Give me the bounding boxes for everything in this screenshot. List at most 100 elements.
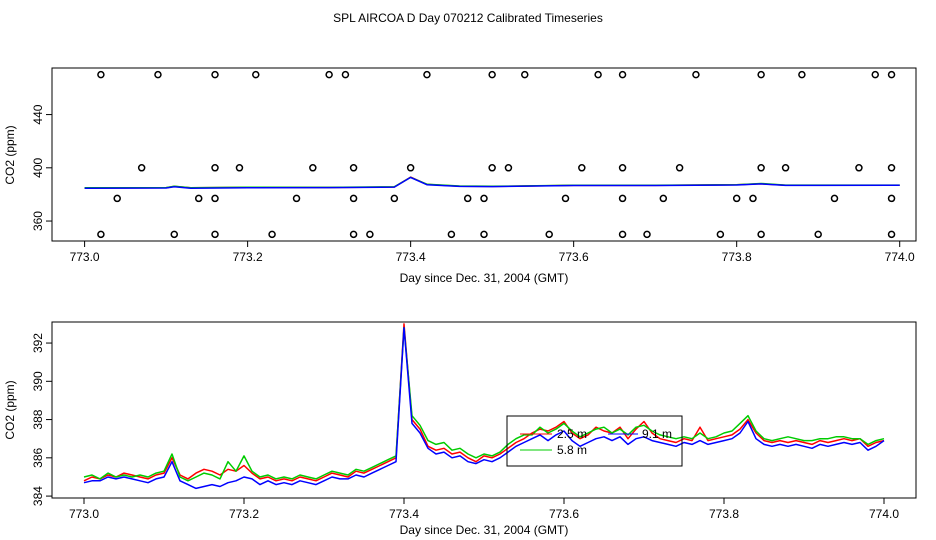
scatter-point	[211, 194, 219, 203]
scatter-point	[561, 194, 570, 203]
series-line-2-5-m	[83, 323, 885, 482]
scatter-point	[871, 70, 879, 79]
scatter-point	[97, 230, 105, 239]
scatter-point	[659, 194, 668, 203]
scatter-point	[749, 194, 757, 203]
scatter-point	[781, 164, 790, 172]
scatter-point	[480, 230, 488, 239]
y-tick-label: 440	[31, 104, 45, 124]
scatter-point	[594, 70, 602, 79]
scatter-point	[292, 194, 301, 203]
scatter-point	[488, 164, 496, 172]
scatter-point	[521, 70, 529, 79]
axis-ticks: 773.0 773.2 773.4 773.6 773.8 774.0 384 386 388 3…	[31, 333, 899, 521]
scatter-point	[341, 70, 350, 79]
scatter-point	[618, 164, 627, 172]
scatter-point	[732, 194, 741, 203]
x-tick-label: 773.2	[233, 250, 263, 264]
x-tick-label: 773.8	[709, 507, 739, 521]
scatter-point	[113, 194, 121, 203]
scatter-point	[390, 194, 399, 203]
y-tick-label: 390	[31, 371, 45, 391]
x-tick-label: 773.4	[389, 507, 419, 521]
x-axis-label: Day since Dec. 31, 2004 (GMT)	[400, 523, 569, 537]
x-tick-label: 774.0	[885, 250, 915, 264]
scatter-point	[578, 164, 586, 172]
axis-ticks: 773.0 773.2 773.4 773.6 773.8 774.0 360 400 440	[31, 104, 915, 264]
scatter-point	[349, 230, 358, 239]
scatter-point	[798, 70, 806, 79]
scatter-point	[423, 70, 431, 79]
scatter-point	[618, 230, 627, 239]
x-axis-label: Day since Dec. 31, 2004 (GMT)	[400, 271, 569, 285]
y-tick-label: 360	[31, 211, 45, 231]
data-marks	[83, 323, 885, 490]
scatter-point	[194, 194, 203, 203]
scatter-point	[643, 230, 651, 239]
y-tick-label: 392	[31, 333, 45, 353]
scatter-point	[488, 70, 496, 79]
scatter-point	[463, 194, 472, 203]
scatter-point	[235, 164, 244, 172]
series-line-5-8-m	[83, 326, 885, 482]
scatter-point	[887, 70, 896, 79]
scatter-point	[406, 164, 415, 172]
scatter-point	[757, 164, 765, 172]
scatter-point	[309, 164, 317, 172]
co2-scatter-panel: 773.0 773.2 773.4 773.6 773.8 774.0360400440 …	[3, 67, 917, 285]
scatter-point	[887, 230, 896, 239]
legend-label-9-1m: 9.1 m	[642, 427, 672, 441]
x-tick-label: 773.4	[396, 250, 426, 264]
scatter-point	[349, 194, 358, 203]
legend-box	[506, 415, 683, 467]
scatter-point	[887, 164, 896, 172]
scatter-point	[252, 70, 260, 79]
x-tick-label: 774.0	[869, 507, 899, 521]
scatter-point	[447, 230, 456, 239]
scatter-point	[545, 230, 553, 239]
scatter-point	[211, 164, 219, 172]
figure-title: SPL AIRCOA D Day 070212 Calibrated Times…	[333, 11, 603, 25]
scatter-point	[814, 230, 822, 239]
scatter-point	[692, 70, 700, 79]
y-tick-label: 400	[31, 157, 45, 177]
plot-frame	[51, 321, 917, 499]
x-tick-label: 773.2	[229, 507, 259, 521]
plot-frame	[51, 67, 917, 242]
co2-timeseries-panel: 773.0 773.2 773.4 773.6 773.8 774.0 384 386 388 3…	[3, 321, 917, 537]
scatter-point	[366, 230, 374, 239]
scatter-point	[211, 230, 219, 239]
y-axis-label: CO2 (ppm)	[3, 380, 17, 439]
scatter-point	[170, 230, 179, 239]
x-tick-label: 773.0	[69, 507, 99, 521]
scatter-point	[97, 70, 105, 79]
series-line-9-1-m	[83, 326, 885, 490]
scatter-point	[325, 70, 333, 79]
x-tick-label: 773.0	[70, 250, 100, 264]
y-tick-label: 386	[31, 447, 45, 467]
scatter-point	[154, 70, 162, 79]
scatter-point	[887, 194, 896, 203]
legend-label-5-8m: 5.8 m	[557, 443, 587, 457]
scatter-point	[268, 230, 276, 239]
data-marks	[84, 70, 900, 239]
scatter-point	[618, 194, 627, 203]
scatter-point	[211, 70, 219, 79]
y-axis-label: CO2 (ppm)	[3, 125, 17, 184]
y-tick-label: 388	[31, 409, 45, 429]
legend: 2.5 m 5.8 m 9.1 m	[506, 415, 683, 467]
scatter-point	[675, 164, 684, 172]
scatter-point	[830, 194, 839, 203]
scatter-point	[716, 230, 725, 239]
series-line-2	[84, 176, 900, 190]
scatter-point	[349, 164, 358, 172]
x-tick-label: 773.6	[549, 507, 579, 521]
x-tick-label: 773.8	[722, 250, 752, 264]
legend-label-2-5m: 2.5 m	[557, 427, 587, 441]
scatter-point	[757, 70, 765, 79]
y-tick-label: 384	[31, 486, 45, 506]
scatter-point	[480, 194, 488, 203]
x-tick-label: 773.6	[559, 250, 589, 264]
scatter-point	[855, 164, 863, 172]
